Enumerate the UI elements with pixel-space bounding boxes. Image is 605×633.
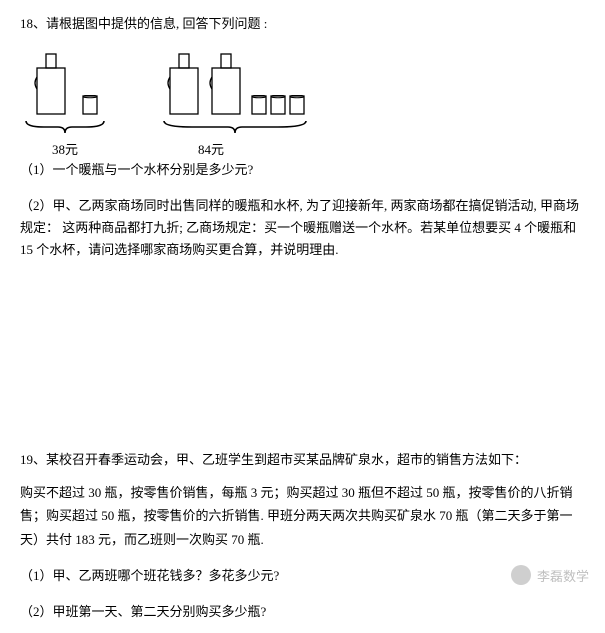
cup-icon <box>270 95 286 119</box>
watermark-text: 李磊数学 <box>537 566 589 585</box>
cup-icon <box>289 95 305 119</box>
q18-number: 18、 <box>20 16 46 31</box>
price-group-2: 84元 <box>198 139 224 158</box>
brace-icon <box>24 119 106 135</box>
cup-icon <box>82 95 98 119</box>
cup-icon <box>251 95 267 119</box>
brace-icon <box>162 119 308 135</box>
flask-icon <box>207 53 245 119</box>
q19-number: 19、 <box>20 452 46 467</box>
q18-intro: 请根据图中提供的信息, 回答下列问题 : <box>46 16 267 31</box>
wechat-icon <box>511 565 531 585</box>
q18-figure <box>20 53 585 135</box>
figure-group-1 <box>24 53 106 135</box>
watermark: 李磊数学 <box>511 565 589 585</box>
q19-sub2: （2）甲班第一天、第二天分别购买多少瓶? <box>20 601 585 623</box>
q19-sub1: （1）甲、乙两班哪个班花钱多？多花多少元? <box>20 565 585 587</box>
figure-group-2 <box>162 53 308 135</box>
flask-icon <box>165 53 203 119</box>
flask-icon <box>32 53 70 119</box>
q18-sub2: （2）甲、乙两家商场同时出售同样的暖瓶和水杯, 为了迎接新年, 两家商场都在搞促… <box>20 195 585 261</box>
price-group-1: 38元 <box>52 139 78 158</box>
q19-body: 购买不超过 30 瓶，按零售价销售，每瓶 3 元；购买超过 30 瓶但不超过 5… <box>20 481 585 551</box>
q19-intro: 某校召开春季运动会，甲、乙班学生到超市买某品牌矿泉水，超市的销售方法如下： <box>46 452 527 467</box>
q18-sub1: （1）一个暖瓶与一个水杯分别是多少元? <box>20 160 585 181</box>
